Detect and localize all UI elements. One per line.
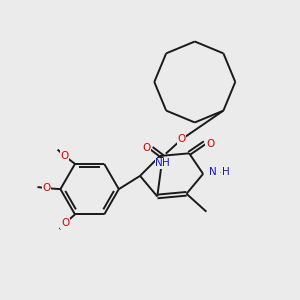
Text: O: O [60, 151, 68, 161]
Text: O: O [42, 183, 51, 193]
Text: N: N [155, 158, 163, 168]
Text: –: – [219, 168, 224, 177]
Text: N: N [209, 167, 217, 177]
Text: O: O [142, 143, 150, 153]
Text: H: H [222, 167, 230, 177]
Text: O: O [177, 134, 186, 144]
Text: O: O [206, 139, 214, 149]
Text: O: O [61, 218, 69, 228]
Text: H: H [162, 158, 170, 168]
